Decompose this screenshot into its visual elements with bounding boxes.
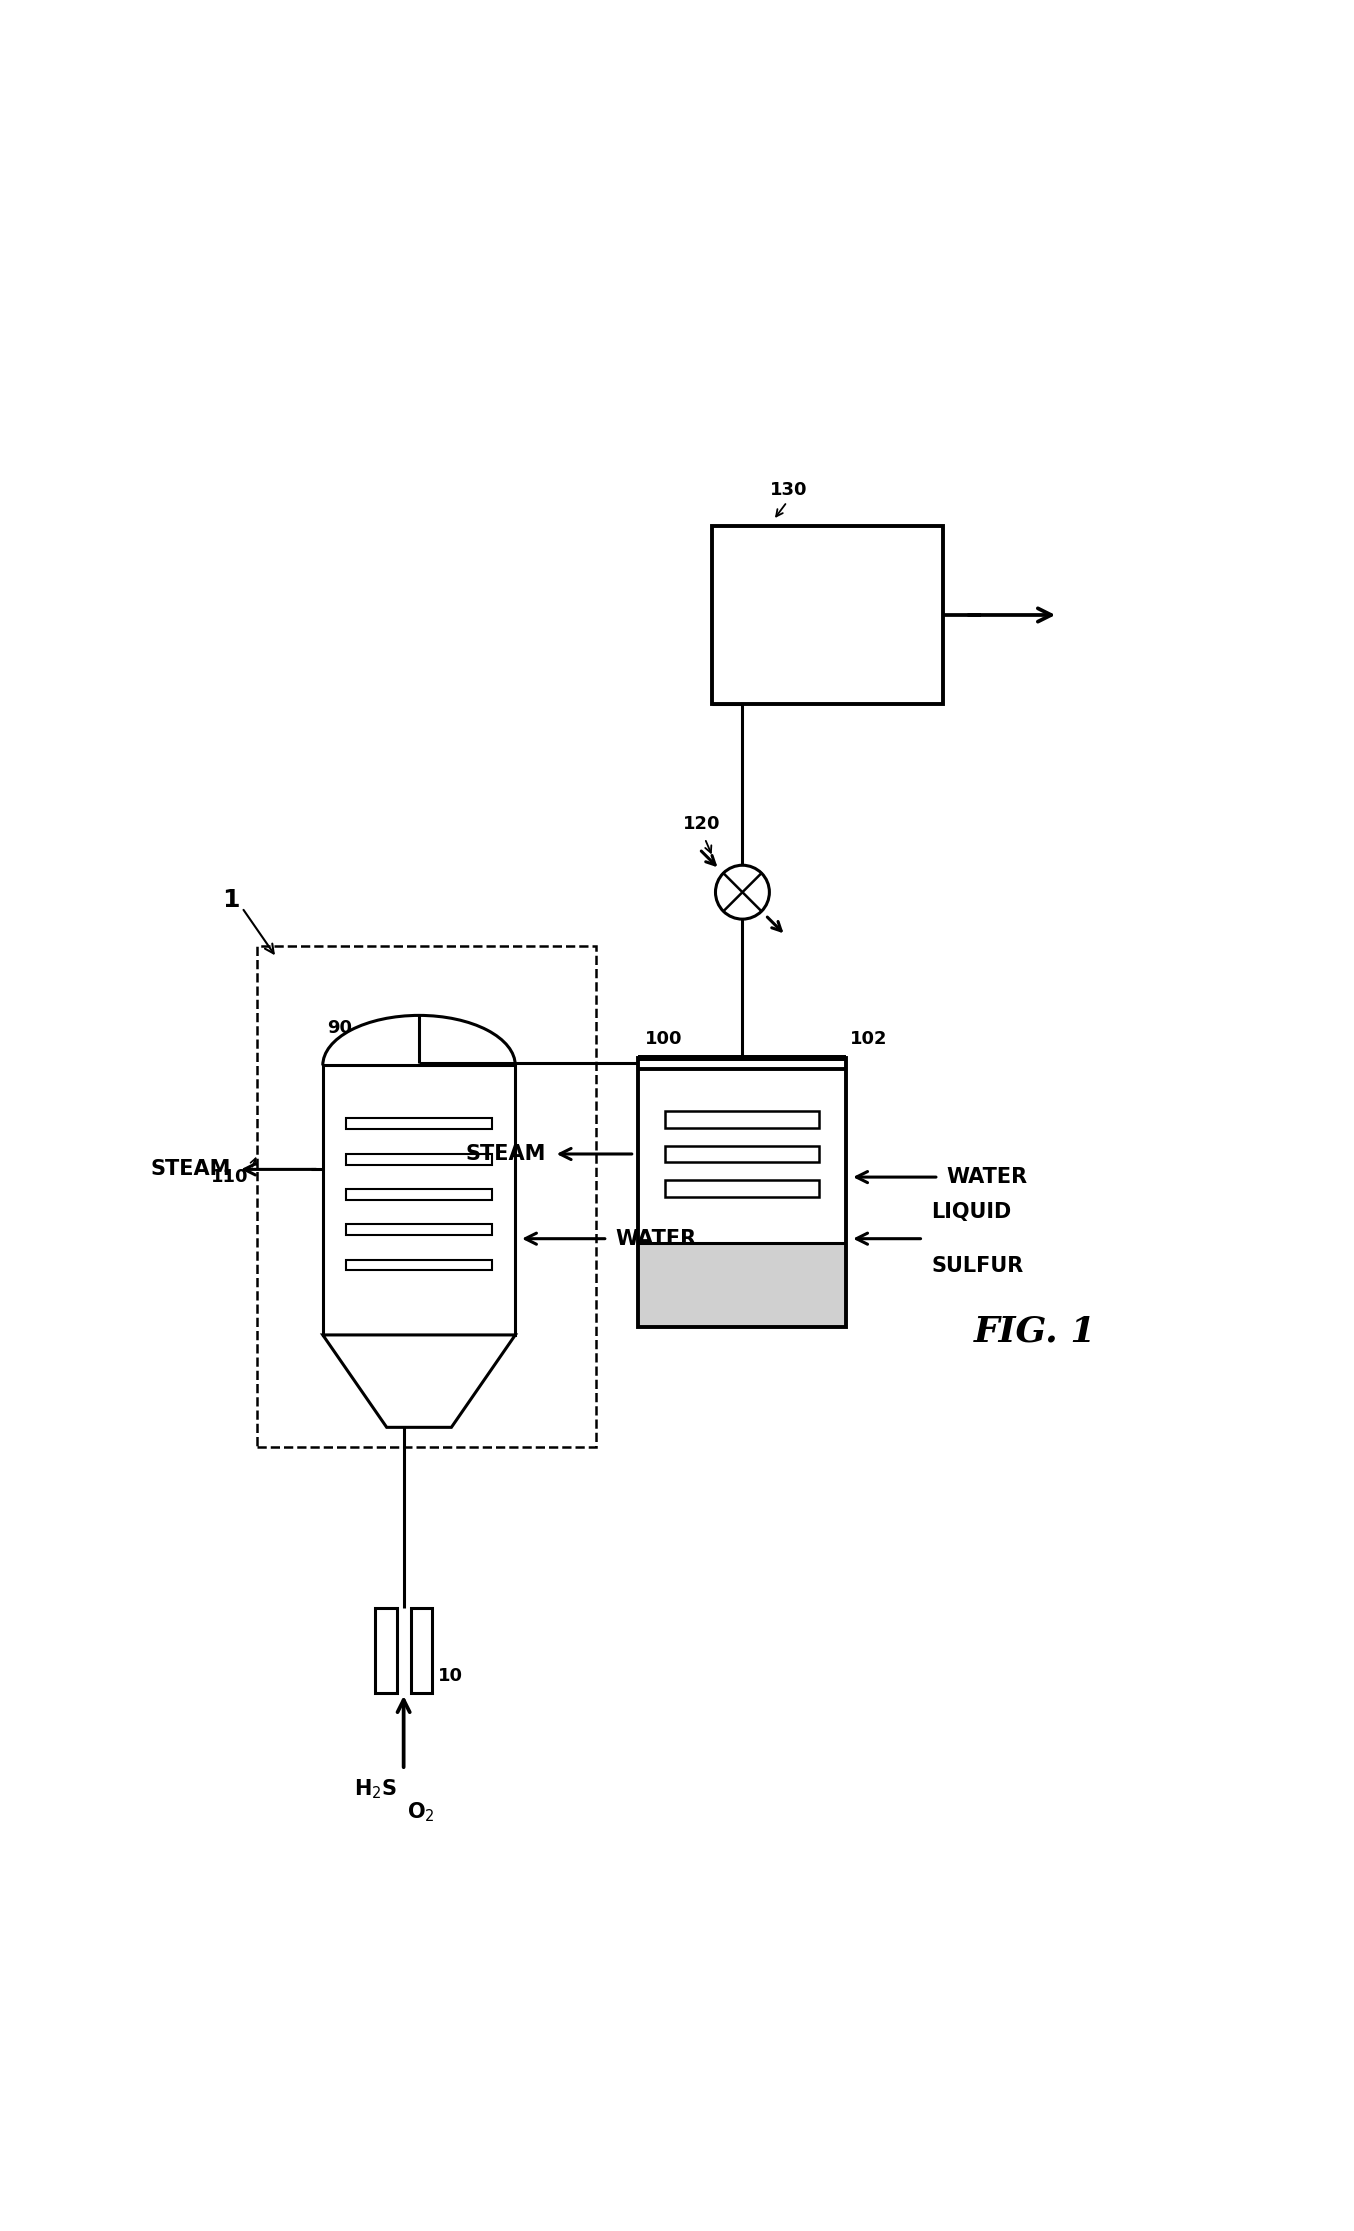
- Bar: [257, 946, 596, 1446]
- Bar: [375, 1609, 397, 1693]
- Text: LIQUID: LIQUID: [932, 1203, 1011, 1223]
- Bar: [665, 1180, 819, 1198]
- Bar: [345, 1189, 493, 1200]
- Text: 120: 120: [684, 814, 720, 832]
- Text: STEAM: STEAM: [466, 1145, 546, 1165]
- Bar: [345, 1153, 493, 1165]
- Bar: [345, 1118, 493, 1129]
- Text: WATER: WATER: [615, 1229, 696, 1249]
- Bar: [665, 1145, 819, 1162]
- Text: FIG. 1: FIG. 1: [974, 1314, 1097, 1348]
- Text: 10: 10: [439, 1667, 463, 1684]
- Text: 1: 1: [222, 888, 240, 912]
- Polygon shape: [322, 1334, 516, 1428]
- Text: 130: 130: [770, 482, 807, 500]
- Text: O$_2$: O$_2$: [408, 1800, 436, 1825]
- Text: H$_2$S: H$_2$S: [355, 1778, 398, 1800]
- Bar: [345, 1261, 493, 1269]
- Text: 90: 90: [328, 1020, 352, 1037]
- Text: STEAM: STEAM: [150, 1160, 230, 1180]
- Bar: [345, 1225, 493, 1236]
- Text: WATER: WATER: [946, 1167, 1028, 1187]
- Text: 110: 110: [211, 1169, 248, 1187]
- Text: 100: 100: [645, 1031, 682, 1049]
- Bar: [322, 1066, 516, 1334]
- Bar: [410, 1609, 432, 1693]
- Text: 102: 102: [850, 1031, 888, 1049]
- Bar: [712, 527, 942, 703]
- Bar: [639, 1243, 846, 1327]
- Circle shape: [715, 866, 769, 919]
- Bar: [665, 1111, 819, 1129]
- Text: SULFUR: SULFUR: [932, 1256, 1024, 1276]
- Bar: [639, 1057, 846, 1327]
